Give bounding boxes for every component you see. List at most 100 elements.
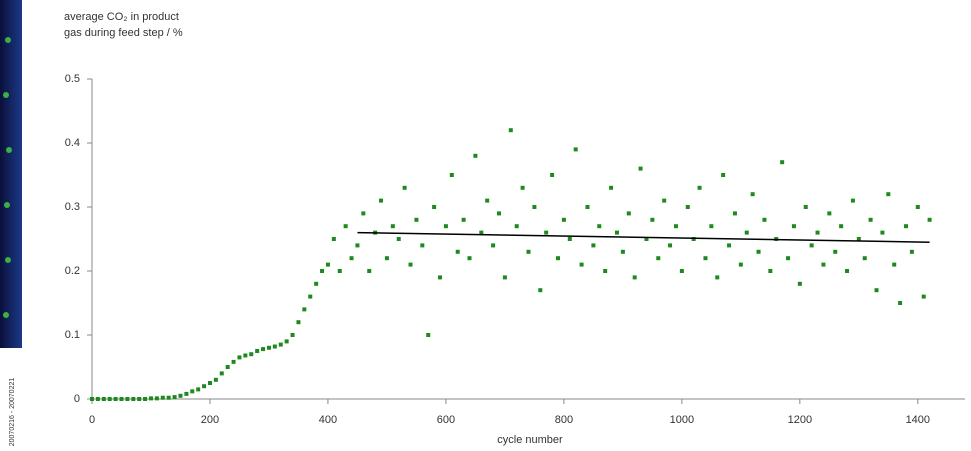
point — [868, 217, 873, 222]
point — [302, 307, 307, 312]
point — [502, 275, 507, 280]
point — [786, 256, 791, 261]
point — [815, 230, 820, 235]
point — [225, 365, 230, 369]
point — [497, 211, 502, 216]
x-tick-label: 1000 — [670, 414, 694, 426]
point — [461, 217, 466, 222]
x-tick-label: 400 — [319, 414, 337, 426]
point — [679, 269, 684, 273]
point — [738, 262, 743, 267]
point — [915, 205, 920, 209]
point — [473, 153, 478, 158]
x-tick-label: 1400 — [906, 414, 930, 426]
point — [921, 294, 926, 299]
point — [325, 262, 330, 267]
point — [154, 396, 159, 401]
point — [420, 243, 425, 248]
y-tick-label: 0.3 — [65, 201, 80, 213]
point — [603, 269, 608, 273]
point — [685, 205, 690, 209]
x-tick-label: 1200 — [788, 414, 812, 426]
point — [143, 397, 148, 401]
point — [443, 224, 448, 229]
point — [314, 281, 319, 286]
point — [367, 269, 372, 273]
point — [148, 396, 153, 401]
point — [721, 173, 726, 177]
point — [579, 262, 584, 267]
point — [609, 185, 614, 190]
point — [426, 333, 431, 337]
point — [632, 275, 637, 280]
point — [231, 359, 236, 364]
point — [320, 269, 325, 273]
point — [715, 275, 720, 280]
point — [261, 347, 266, 352]
point — [514, 224, 519, 229]
point — [343, 224, 348, 229]
point — [561, 217, 566, 222]
point — [750, 192, 755, 197]
point — [803, 205, 808, 209]
point — [178, 393, 183, 398]
point — [491, 243, 496, 248]
point — [207, 381, 212, 385]
point — [160, 395, 165, 400]
point — [467, 256, 472, 261]
point — [355, 243, 360, 248]
point — [697, 185, 702, 190]
point — [886, 192, 891, 197]
point — [485, 198, 490, 203]
point — [390, 224, 395, 229]
point — [455, 249, 460, 254]
point — [544, 230, 549, 235]
point — [904, 224, 909, 229]
point — [727, 243, 732, 248]
point — [791, 224, 796, 229]
side-note: 20070216 - 20070221 — [9, 378, 16, 447]
point — [90, 397, 94, 401]
point — [131, 397, 136, 401]
point — [538, 288, 543, 293]
point — [573, 147, 578, 152]
point — [243, 353, 248, 358]
point — [856, 237, 861, 241]
point — [184, 391, 189, 396]
point — [296, 320, 301, 325]
point — [673, 224, 678, 229]
point — [526, 249, 531, 254]
point — [119, 397, 124, 401]
x-tick-label: 200 — [201, 414, 219, 426]
chart-title: average CO₂ in product — [64, 11, 179, 23]
point — [278, 342, 283, 347]
point — [107, 397, 112, 401]
point — [237, 355, 242, 360]
point — [361, 211, 366, 216]
side-decoration — [0, 0, 22, 348]
point — [449, 173, 454, 177]
x-axis-label: cycle number — [497, 434, 563, 446]
x-tick-label: 0 — [89, 414, 95, 426]
point — [508, 128, 513, 133]
point — [638, 166, 643, 171]
point — [892, 262, 897, 267]
point — [101, 397, 106, 401]
point — [898, 301, 903, 305]
point — [797, 281, 802, 286]
point — [591, 243, 596, 248]
point — [219, 371, 224, 376]
y-tick-label: 0.4 — [65, 137, 80, 149]
y-tick-label: 0 — [74, 393, 80, 405]
point — [620, 249, 625, 254]
point — [650, 217, 655, 222]
point — [284, 339, 289, 344]
point — [272, 344, 277, 349]
point — [845, 269, 850, 273]
point — [656, 256, 661, 261]
point — [614, 230, 619, 235]
point — [850, 198, 855, 203]
point — [379, 198, 384, 203]
trend-line — [357, 231, 930, 243]
y-tick-label: 0.2 — [65, 265, 80, 277]
